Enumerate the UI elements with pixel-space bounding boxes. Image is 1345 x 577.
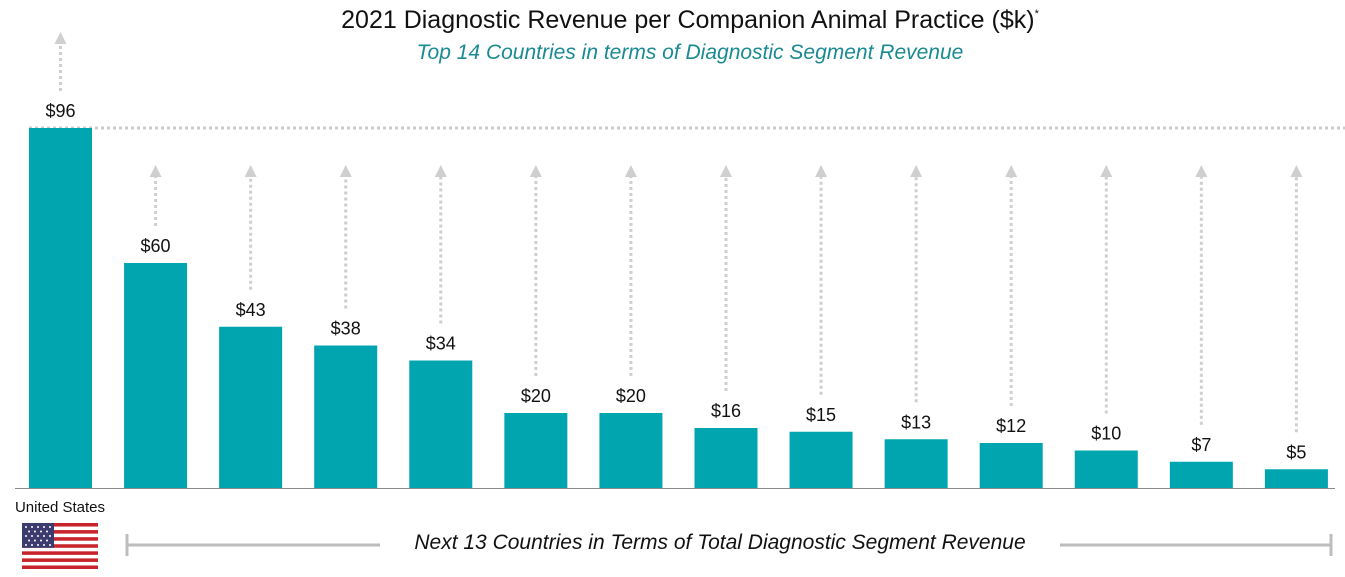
bar-7 — [599, 413, 663, 488]
chart-subtitle: Top 14 Countries in terms of Diagnostic … — [416, 41, 964, 64]
chart-title: 2021 Diagnostic Revenue per Companion An… — [0, 6, 1345, 35]
value-label-9: $15 — [806, 405, 836, 425]
arrow-head-14 — [1290, 165, 1303, 177]
arrow-head-9 — [815, 165, 828, 177]
arrow-head-7 — [624, 165, 637, 177]
bar-14 — [1264, 469, 1328, 488]
bar-1 — [29, 128, 92, 488]
value-label-5: $34 — [426, 334, 456, 354]
bar-11 — [979, 443, 1043, 488]
value-label-3: $43 — [236, 300, 266, 320]
arrow-head-11 — [1005, 165, 1018, 177]
value-label-7: $20 — [616, 386, 646, 406]
value-label-11: $12 — [996, 416, 1026, 436]
bar-9 — [789, 431, 853, 488]
value-label-6: $20 — [521, 386, 551, 406]
arrow-head-2 — [149, 165, 162, 177]
value-label-12: $10 — [1091, 424, 1121, 444]
value-label-10: $13 — [901, 412, 931, 432]
value-label-14: $5 — [1286, 442, 1306, 462]
value-label-2: $60 — [141, 236, 171, 256]
bar-6 — [504, 413, 568, 488]
arrow-head-6 — [529, 165, 542, 177]
chart-title-text: 2021 Diagnostic Revenue per Companion An… — [341, 6, 1035, 34]
title-footnote-marker: * — [1034, 8, 1039, 20]
bar-2 — [124, 263, 188, 488]
arrow-head-1 — [54, 32, 67, 44]
bar-8 — [694, 428, 758, 488]
bar-3 — [219, 326, 283, 488]
us-flag-icon — [22, 523, 98, 569]
arrow-head-13 — [1195, 165, 1208, 177]
arrow-head-12 — [1100, 165, 1113, 177]
bar-13 — [1169, 461, 1233, 488]
value-label-8: $16 — [711, 401, 741, 421]
bar-10 — [884, 439, 948, 488]
group-label: Next 13 Countries in Terms of Total Diag… — [380, 531, 1060, 555]
arrow-head-10 — [910, 165, 923, 177]
arrow-head-4 — [339, 165, 352, 177]
arrow-head-8 — [719, 165, 732, 177]
value-label-13: $7 — [1191, 435, 1211, 455]
bar-5 — [409, 360, 473, 488]
value-label-4: $38 — [331, 319, 361, 339]
bar-4 — [314, 345, 378, 488]
first-category-label: United States — [14, 499, 106, 516]
bar-12 — [1074, 450, 1138, 488]
arrow-head-3 — [244, 165, 257, 177]
value-label-1: $96 — [45, 101, 75, 121]
arrow-head-5 — [434, 165, 447, 177]
